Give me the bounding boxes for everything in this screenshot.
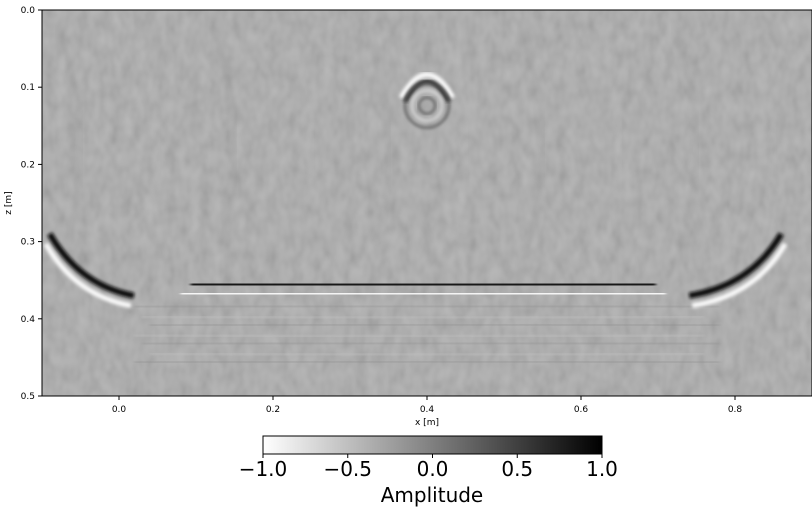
diffraction-white-arc bbox=[398, 72, 456, 99]
diffraction-ring bbox=[411, 89, 443, 122]
y-tick-label: 0.1 bbox=[21, 83, 35, 93]
wavefront-texture bbox=[749, 25, 775, 242]
colorbar-tick-label: 0.0 bbox=[417, 457, 449, 481]
colorbar-gradient-bar bbox=[262, 435, 603, 455]
colorbar-tick-label: −1.0 bbox=[239, 457, 288, 481]
y-tick-label: 0.2 bbox=[21, 160, 35, 170]
colorbar-tick-label: 1.0 bbox=[586, 457, 618, 481]
wavefront-texture bbox=[287, 25, 313, 242]
heatmap-plot bbox=[41, 9, 812, 397]
y-axis: 0.0 0.1 0.2 0.3 0.4 0.5 bbox=[21, 6, 42, 402]
x-axis: 0.0 0.2 0.4 0.6 0.8 bbox=[112, 396, 743, 415]
striation bbox=[149, 323, 720, 327]
reflector-black-band bbox=[190, 281, 656, 289]
x-tick-label: 0.8 bbox=[728, 405, 743, 415]
wavefront-texture bbox=[441, 25, 467, 242]
wavefront-texture bbox=[518, 25, 544, 242]
diffraction-black-arc bbox=[403, 79, 451, 103]
y-tick-label: 0.0 bbox=[21, 6, 36, 16]
x-tick-label: 0.2 bbox=[266, 405, 280, 415]
y-tick-label: 0.5 bbox=[21, 392, 35, 402]
edge-reflection-black bbox=[688, 232, 784, 299]
heatmap-features bbox=[43, 25, 788, 364]
striation bbox=[142, 315, 705, 319]
wavefront-texture bbox=[595, 25, 621, 242]
striation bbox=[134, 334, 705, 338]
x-axis-label: x [m] bbox=[415, 418, 439, 428]
colorbar-tick-label: 0.5 bbox=[501, 457, 533, 481]
diffraction-ring bbox=[404, 82, 450, 129]
y-tick-label: 0.3 bbox=[21, 238, 35, 248]
y-axis-label: z [m] bbox=[4, 191, 14, 214]
colorbar-ticks: −1.0 −0.5 0.0 0.5 1.0 bbox=[239, 454, 618, 481]
heatmap-texture bbox=[42, 10, 812, 396]
edge-reflection-white bbox=[43, 242, 132, 309]
striation bbox=[134, 304, 720, 309]
striation bbox=[134, 360, 720, 364]
colorbar-label: Amplitude bbox=[381, 483, 484, 507]
x-tick-label: 0.4 bbox=[420, 405, 435, 415]
colorbar: −1.0 −0.5 0.0 0.5 1.0 Amplitude bbox=[239, 435, 618, 507]
striation bbox=[142, 341, 720, 346]
y-tick-label: 0.4 bbox=[21, 315, 36, 325]
x-tick-label: 0.0 bbox=[112, 405, 127, 415]
wavefront-texture bbox=[133, 25, 159, 242]
colorbar-tick-label: −0.5 bbox=[323, 457, 372, 481]
reflector-white-band bbox=[180, 290, 666, 298]
wavefront-texture bbox=[56, 25, 82, 242]
wavefront-texture bbox=[672, 25, 698, 242]
wavefront-texture bbox=[364, 25, 390, 242]
edge-reflection-black bbox=[47, 232, 135, 299]
wavefront-texture bbox=[210, 25, 236, 242]
diffraction-ring bbox=[418, 96, 436, 115]
edge-reflection-white bbox=[691, 242, 788, 309]
striation bbox=[149, 352, 705, 357]
x-tick-label: 0.6 bbox=[574, 405, 589, 415]
